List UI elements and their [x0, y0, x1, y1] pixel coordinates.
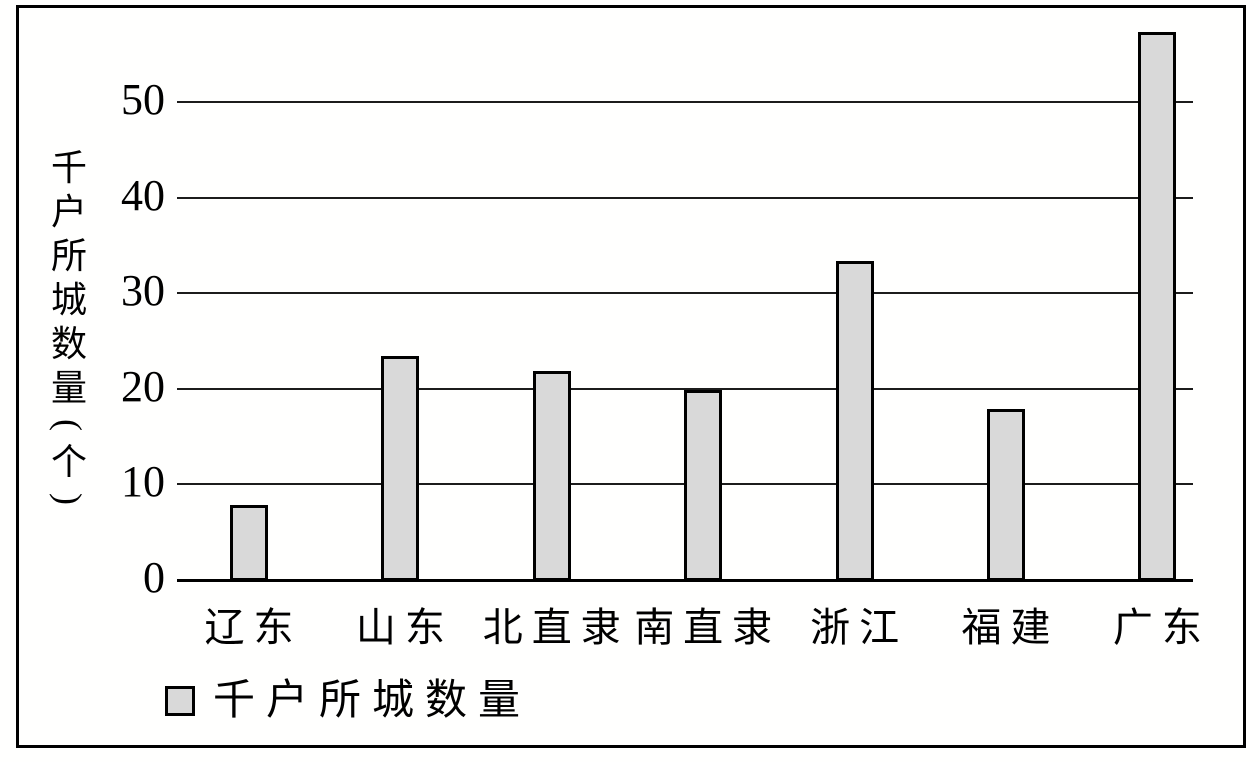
legend-swatch	[165, 686, 195, 716]
x-label-浙江: 浙江	[810, 605, 909, 650]
x-label-北直隶: 北直隶	[482, 605, 630, 650]
gridline-20	[177, 387, 1193, 390]
y-axis-title-char: 户	[50, 192, 87, 232]
gridline-30	[177, 292, 1193, 295]
bar-辽东	[230, 505, 268, 581]
x-label-山东: 山东	[355, 605, 454, 650]
y-axis-title-char: 量	[50, 368, 87, 408]
y-axis-title-char: 千	[50, 148, 87, 188]
y-tick-label-50: 50	[121, 75, 165, 125]
gridline-40	[177, 196, 1193, 199]
bar-山东	[381, 356, 419, 581]
y-axis-title-char: 个	[50, 442, 87, 482]
y-tick-label-40: 40	[121, 170, 165, 220]
y-axis-title-char: 所	[50, 236, 87, 276]
y-axis-title: 千户所城数量 ( 个)	[46, 146, 92, 514]
x-label-南直隶: 南直隶	[634, 605, 782, 650]
y-axis-title-char: )	[49, 493, 89, 505]
chart-frame	[16, 5, 1246, 748]
x-label-辽东: 辽东	[204, 605, 303, 650]
bar-福建	[987, 409, 1025, 581]
y-tick-label-10: 10	[121, 457, 165, 507]
y-tick-label-20: 20	[121, 361, 165, 411]
y-axis-title-char: 数	[50, 324, 87, 364]
y-axis-title-char: (	[49, 419, 89, 431]
bar-广东	[1138, 32, 1176, 581]
bar-南直隶	[684, 390, 722, 581]
legend-label: 千户所城数量	[213, 678, 532, 724]
gridline-50	[177, 101, 1193, 104]
bar-北直隶	[533, 371, 571, 581]
x-label-广东: 广东	[1112, 605, 1211, 650]
bar-浙江	[836, 261, 874, 581]
y-tick-label-0: 0	[143, 553, 165, 602]
y-axis-title-char: 城	[50, 280, 87, 320]
x-label-福建: 福建	[961, 605, 1060, 650]
y-tick-label-30: 30	[121, 266, 165, 316]
legend: 千户所城数量	[165, 678, 532, 724]
